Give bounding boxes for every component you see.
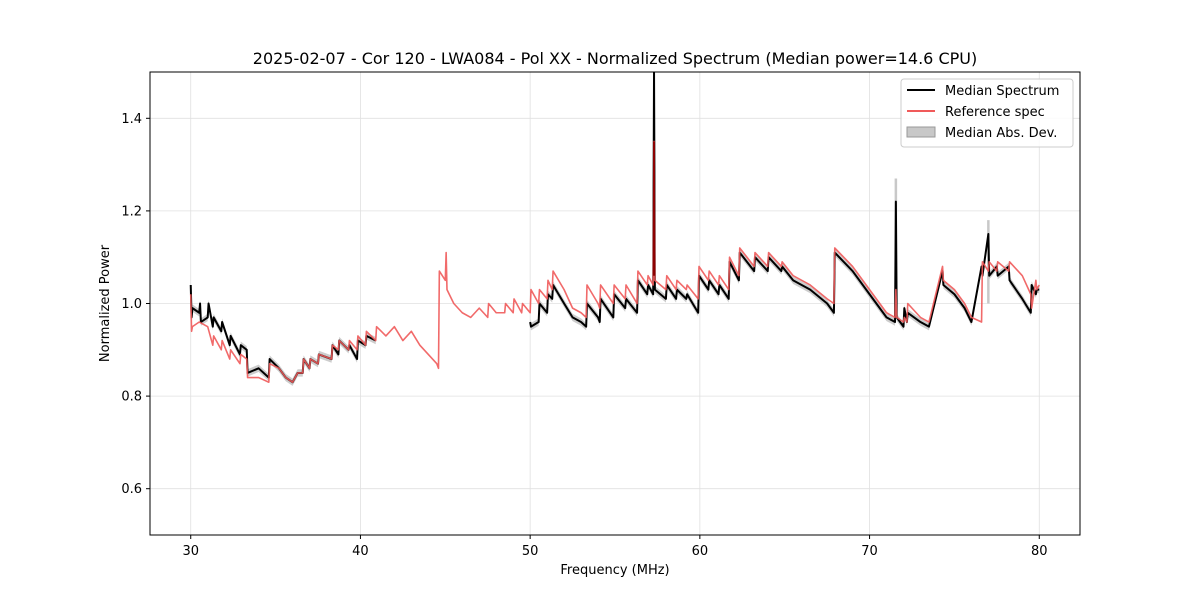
chart-title: 2025-02-07 - Cor 120 - LWA084 - Pol XX -…	[253, 49, 977, 68]
y-tick-label: 0.6	[121, 482, 142, 497]
x-tick-label: 40	[352, 544, 369, 559]
reference-spectrum-line	[189, 140, 1040, 384]
y-tick-label: 1.4	[121, 112, 142, 127]
x-tick-label: 30	[182, 544, 199, 559]
legend: Median Spectrum Reference spec Median Ab…	[900, 78, 1074, 148]
y-tick-label: 1.2	[121, 204, 142, 219]
x-tick-label: 60	[692, 544, 709, 559]
legend-mad-label: Median Abs. Dev.	[945, 126, 1057, 141]
axis-ticks: 30 40 50 60 70 80 0.6 0.8 1.0 1.2 1.4	[121, 112, 1047, 559]
x-axis-label: Frequency (MHz)	[560, 563, 669, 578]
mad-band	[190, 281, 376, 386]
legend-median-label: Median Spectrum	[945, 84, 1059, 99]
legend-mad-swatch	[906, 126, 936, 138]
x-tick-label: 70	[861, 544, 878, 559]
legend-frame	[900, 78, 1074, 148]
x-tick-label: 50	[522, 544, 539, 559]
y-tick-label: 1.0	[121, 297, 142, 312]
y-tick-label: 0.8	[121, 390, 142, 405]
x-tick-label: 80	[1031, 544, 1048, 559]
series-group	[189, 72, 1040, 386]
y-axis-label: Normalized Power	[98, 244, 113, 362]
legend-reference-label: Reference spec	[945, 105, 1045, 120]
plot-area	[189, 72, 1040, 386]
